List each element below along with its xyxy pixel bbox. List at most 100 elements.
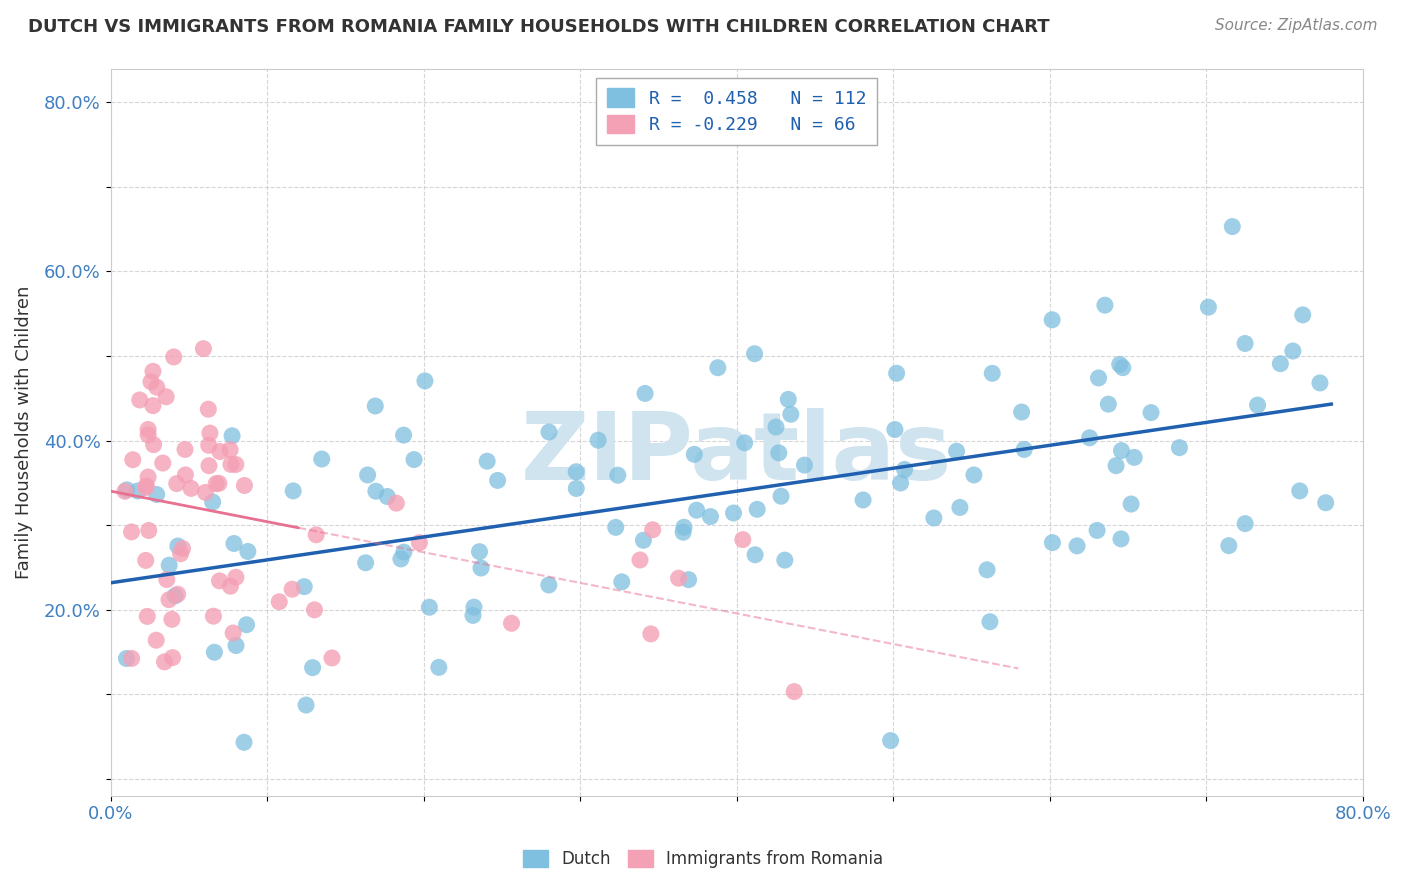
Point bbox=[219, 579, 242, 593]
Point bbox=[893, 462, 915, 476]
Point bbox=[537, 578, 560, 592]
Point bbox=[157, 558, 180, 573]
Point bbox=[155, 390, 177, 404]
Point bbox=[1315, 496, 1337, 510]
Point bbox=[135, 553, 157, 567]
Point bbox=[283, 483, 305, 498]
Point bbox=[1119, 497, 1142, 511]
Point bbox=[162, 650, 184, 665]
Point bbox=[470, 561, 492, 575]
Point bbox=[208, 476, 231, 491]
Point bbox=[1109, 532, 1132, 546]
Point bbox=[166, 587, 188, 601]
Point bbox=[115, 483, 138, 497]
Point bbox=[219, 442, 242, 457]
Point bbox=[1292, 308, 1315, 322]
Point bbox=[193, 342, 215, 356]
Point bbox=[292, 580, 315, 594]
Point bbox=[114, 484, 136, 499]
Point bbox=[1220, 219, 1243, 234]
Point bbox=[269, 595, 291, 609]
Point bbox=[747, 502, 769, 516]
Point bbox=[136, 470, 159, 484]
Point bbox=[707, 360, 730, 375]
Point bbox=[408, 535, 430, 549]
Point bbox=[685, 503, 707, 517]
Point bbox=[1087, 371, 1109, 385]
Point bbox=[1066, 539, 1088, 553]
Point bbox=[886, 366, 908, 380]
Point bbox=[641, 523, 664, 537]
Point bbox=[427, 660, 450, 674]
Point bbox=[157, 592, 180, 607]
Point bbox=[146, 380, 169, 394]
Point bbox=[304, 603, 326, 617]
Point bbox=[979, 615, 1001, 629]
Point bbox=[222, 536, 245, 550]
Point bbox=[236, 544, 259, 558]
Point bbox=[134, 481, 156, 495]
Point bbox=[402, 452, 425, 467]
Point bbox=[1140, 406, 1163, 420]
Point bbox=[605, 520, 627, 534]
Point bbox=[311, 452, 333, 467]
Point bbox=[354, 556, 377, 570]
Point bbox=[734, 435, 756, 450]
Point bbox=[683, 447, 706, 461]
Point bbox=[197, 402, 219, 417]
Point bbox=[225, 639, 247, 653]
Point bbox=[389, 552, 412, 566]
Y-axis label: Family Households with Children: Family Households with Children bbox=[15, 285, 32, 579]
Text: ZIPatlas: ZIPatlas bbox=[522, 408, 952, 500]
Point bbox=[461, 608, 484, 623]
Point bbox=[174, 467, 197, 482]
Point bbox=[128, 392, 150, 407]
Point bbox=[121, 651, 143, 665]
Point bbox=[852, 492, 875, 507]
Point bbox=[364, 484, 387, 499]
Point bbox=[364, 399, 387, 413]
Point bbox=[672, 525, 695, 540]
Point bbox=[773, 553, 796, 567]
Point bbox=[208, 444, 231, 458]
Point bbox=[486, 474, 509, 488]
Legend: Dutch, Immigrants from Romania: Dutch, Immigrants from Romania bbox=[516, 843, 890, 875]
Point bbox=[976, 563, 998, 577]
Point bbox=[1094, 298, 1116, 312]
Point bbox=[1282, 344, 1305, 359]
Point bbox=[115, 651, 138, 665]
Point bbox=[221, 429, 243, 443]
Point bbox=[783, 684, 806, 698]
Point bbox=[201, 495, 224, 509]
Point bbox=[295, 698, 318, 712]
Text: Source: ZipAtlas.com: Source: ZipAtlas.com bbox=[1215, 18, 1378, 33]
Point bbox=[194, 485, 217, 500]
Point bbox=[152, 456, 174, 470]
Point bbox=[281, 582, 304, 597]
Point bbox=[305, 798, 328, 813]
Point bbox=[565, 482, 588, 496]
Point bbox=[198, 458, 221, 473]
Point bbox=[537, 425, 560, 439]
Point bbox=[699, 509, 721, 524]
Point bbox=[225, 458, 247, 472]
Point bbox=[475, 454, 498, 468]
Point bbox=[202, 645, 225, 659]
Point bbox=[945, 444, 967, 458]
Point bbox=[610, 574, 633, 589]
Point bbox=[1097, 397, 1119, 411]
Point bbox=[198, 426, 221, 441]
Point bbox=[138, 524, 160, 538]
Point bbox=[205, 476, 228, 491]
Point bbox=[1111, 443, 1133, 458]
Point bbox=[1197, 300, 1219, 314]
Point bbox=[356, 467, 378, 482]
Point bbox=[723, 506, 745, 520]
Point bbox=[1078, 431, 1101, 445]
Point bbox=[135, 479, 157, 493]
Point bbox=[1011, 405, 1033, 419]
Point bbox=[1085, 524, 1108, 538]
Point bbox=[375, 490, 398, 504]
Point bbox=[1112, 360, 1135, 375]
Point bbox=[963, 467, 986, 482]
